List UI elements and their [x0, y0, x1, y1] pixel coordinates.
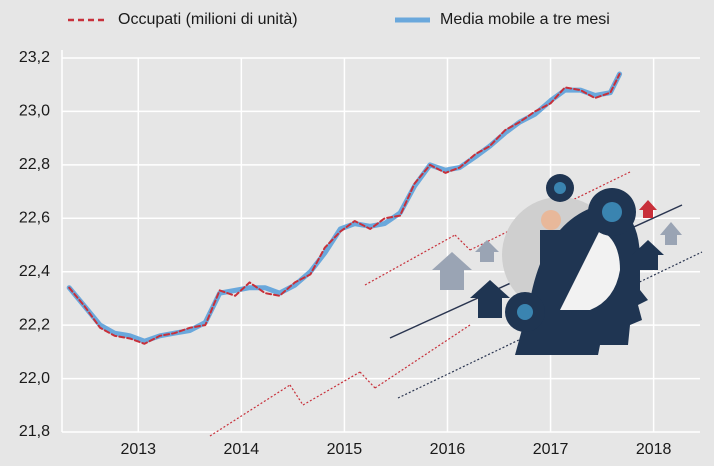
- deco-arrow-up: [475, 240, 499, 262]
- y-tick-label: 22,0: [19, 370, 50, 387]
- legend-label: Occupati (milioni di unità): [118, 11, 298, 28]
- series-line: [68, 73, 621, 345]
- y-tick-label: 23,0: [19, 103, 50, 120]
- y-tick-label: 22,6: [19, 210, 50, 227]
- deco-arrow: [364, 234, 456, 286]
- legend: Occupati (milioni di unità) Media mobile…: [68, 11, 610, 28]
- deco-person: [541, 210, 561, 230]
- x-tick-label: 2013: [120, 441, 156, 458]
- deco-arrow-up: [632, 240, 664, 270]
- deco-gear: [554, 182, 566, 194]
- x-tick-label: 2015: [327, 441, 363, 458]
- grid: 21,8 22,0 22,2 22,4 22,6 22,8 23,0 23,2 2013 2014…: [19, 49, 700, 458]
- series-lines: [66, 71, 623, 345]
- deco-person: [540, 230, 562, 285]
- x-tick-label: 2018: [636, 441, 672, 458]
- y-tick-label: 22,8: [19, 156, 50, 173]
- y-tick-label: 22,2: [19, 316, 50, 333]
- deco-arrow-up: [639, 200, 657, 218]
- deco-arrow: [302, 371, 361, 406]
- deco-arrow-up: [470, 280, 510, 318]
- x-tick-label: 2016: [430, 441, 466, 458]
- deco-arrow: [454, 234, 471, 251]
- legend-label: Media mobile a tre mesi: [440, 11, 610, 28]
- deco-gear: [602, 202, 622, 222]
- y-tick-label: 23,2: [19, 49, 50, 66]
- deco-arrow-up: [660, 222, 682, 245]
- y-tick-label: 21,8: [19, 423, 50, 440]
- x-tick-label: 2017: [533, 441, 569, 458]
- illustration: [209, 171, 703, 437]
- deco-gear: [517, 304, 533, 320]
- x-tick-label: 2014: [224, 441, 260, 458]
- deco-arrow: [374, 324, 471, 389]
- y-tick-label: 22,4: [19, 263, 50, 280]
- deco-arrow-up: [432, 252, 472, 290]
- deco-head-light: [560, 230, 620, 310]
